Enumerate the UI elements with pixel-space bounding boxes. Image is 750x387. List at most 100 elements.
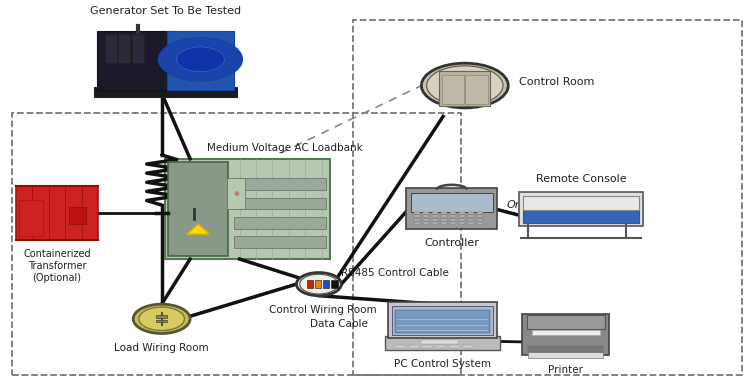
Bar — [441, 222, 447, 224]
FancyBboxPatch shape — [523, 314, 609, 354]
Bar — [156, 320, 167, 322]
Bar — [422, 340, 458, 344]
FancyBboxPatch shape — [519, 192, 643, 226]
FancyBboxPatch shape — [392, 306, 493, 335]
Bar — [436, 345, 446, 348]
Bar — [477, 212, 483, 214]
FancyBboxPatch shape — [234, 178, 326, 190]
FancyBboxPatch shape — [97, 31, 173, 90]
Bar — [529, 346, 603, 352]
Bar — [414, 212, 420, 214]
Text: Load Wiring Room: Load Wiring Room — [114, 343, 209, 353]
Text: Data Cable: Data Cable — [310, 319, 368, 329]
Circle shape — [422, 63, 509, 108]
Bar — [423, 222, 429, 224]
Text: PC Control System: PC Control System — [394, 359, 491, 369]
Polygon shape — [187, 224, 209, 234]
FancyBboxPatch shape — [118, 34, 130, 63]
Bar — [441, 212, 447, 214]
Bar — [463, 345, 473, 348]
FancyBboxPatch shape — [388, 302, 497, 338]
FancyBboxPatch shape — [234, 198, 326, 209]
FancyBboxPatch shape — [227, 178, 245, 209]
Bar — [409, 345, 419, 348]
FancyBboxPatch shape — [94, 87, 236, 97]
FancyBboxPatch shape — [19, 200, 43, 236]
Text: RS485 Control Cable: RS485 Control Cable — [341, 268, 449, 278]
Bar — [459, 215, 465, 217]
Bar — [450, 219, 456, 221]
Text: ※: ※ — [233, 191, 239, 197]
Bar — [332, 280, 338, 288]
FancyBboxPatch shape — [527, 315, 605, 329]
Bar — [156, 315, 167, 318]
FancyBboxPatch shape — [395, 310, 490, 333]
Bar — [315, 280, 321, 288]
FancyBboxPatch shape — [234, 217, 326, 229]
FancyBboxPatch shape — [411, 193, 493, 212]
Bar — [477, 215, 483, 217]
Circle shape — [134, 304, 190, 334]
Bar — [459, 212, 465, 214]
FancyBboxPatch shape — [168, 162, 228, 256]
Text: Control Room: Control Room — [520, 77, 595, 87]
FancyBboxPatch shape — [524, 196, 638, 210]
Text: Printer: Printer — [548, 365, 584, 375]
Circle shape — [296, 272, 341, 296]
FancyBboxPatch shape — [166, 31, 234, 90]
FancyBboxPatch shape — [442, 75, 464, 104]
FancyBboxPatch shape — [105, 34, 117, 63]
Bar — [441, 219, 447, 221]
FancyBboxPatch shape — [234, 236, 326, 248]
FancyBboxPatch shape — [166, 159, 330, 259]
Bar — [459, 222, 465, 224]
Bar — [477, 219, 483, 221]
Bar — [441, 215, 447, 217]
Bar — [395, 345, 406, 348]
Bar — [423, 215, 429, 217]
Bar — [432, 215, 438, 217]
Bar — [432, 212, 438, 214]
Bar — [468, 219, 474, 221]
FancyBboxPatch shape — [524, 209, 638, 223]
Bar — [307, 280, 313, 288]
Bar — [323, 280, 329, 288]
Bar — [422, 345, 433, 348]
Text: Power Cable: Power Cable — [184, 163, 248, 173]
Bar — [423, 212, 429, 214]
Circle shape — [300, 274, 338, 294]
Text: Containerized
Transformer
(Optional): Containerized Transformer (Optional) — [23, 249, 91, 283]
FancyBboxPatch shape — [406, 188, 497, 229]
Text: Control Wiring Room: Control Wiring Room — [268, 305, 376, 315]
Bar — [432, 222, 438, 224]
Circle shape — [427, 66, 503, 105]
Bar — [414, 222, 420, 224]
FancyBboxPatch shape — [440, 71, 491, 106]
Text: Medium Voltage AC Loadbank: Medium Voltage AC Loadbank — [207, 143, 363, 153]
Circle shape — [176, 47, 224, 72]
Bar — [450, 222, 456, 224]
Bar — [477, 222, 483, 224]
FancyBboxPatch shape — [16, 186, 98, 240]
Text: Controller: Controller — [424, 238, 479, 248]
Text: Remote Console: Remote Console — [536, 174, 626, 184]
Bar — [450, 212, 456, 214]
Bar — [69, 207, 86, 224]
FancyBboxPatch shape — [385, 336, 500, 351]
Bar — [532, 330, 599, 335]
Text: Generator Set To Be Tested: Generator Set To Be Tested — [90, 6, 241, 16]
FancyBboxPatch shape — [132, 34, 144, 63]
Bar — [468, 215, 474, 217]
Bar — [432, 219, 438, 221]
Circle shape — [158, 38, 242, 81]
FancyBboxPatch shape — [466, 75, 488, 104]
Circle shape — [139, 307, 184, 330]
Bar — [529, 353, 603, 358]
Bar — [449, 345, 460, 348]
Bar — [468, 212, 474, 214]
Bar — [414, 219, 420, 221]
Bar — [450, 215, 456, 217]
Bar — [468, 222, 474, 224]
Bar — [423, 219, 429, 221]
Bar — [459, 219, 465, 221]
